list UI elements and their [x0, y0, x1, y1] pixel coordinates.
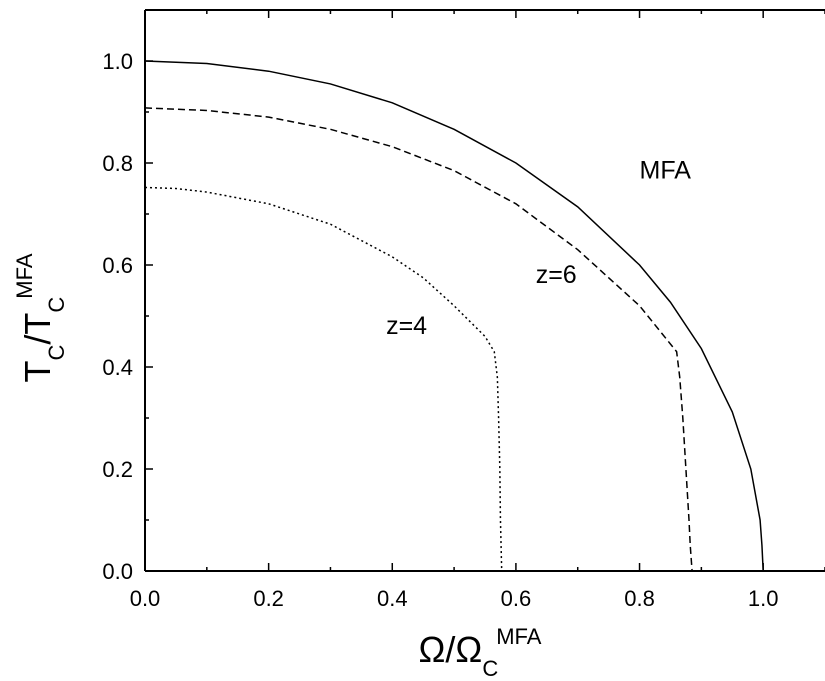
y-axis-title-sep: /T [17, 313, 58, 345]
x-tick-label: 0.2 [253, 586, 284, 611]
x-axis-title-sub: C [482, 656, 498, 681]
y-axis-title-sub: C [44, 345, 69, 361]
x-tick-label: 0.8 [624, 586, 655, 611]
y-axis-title-base: T [17, 361, 58, 383]
x-axis-title: Ω/ΩC MFA [419, 624, 542, 681]
y-axis: 0.0 0.2 0.4 0.6 0.8 1.0 [102, 9, 153, 584]
x-tick-label: 0.4 [377, 586, 408, 611]
y-axis-title: TC/TCMFA [12, 253, 69, 382]
y-axis-title-sup: MFA [12, 253, 37, 299]
y-axis-title-sub2: C [44, 297, 69, 313]
curve-label: MFA [640, 156, 692, 184]
y-tick-label: 0.4 [102, 355, 133, 380]
series-group [144, 60, 764, 572]
series-line-z-6 [144, 107, 693, 572]
series-line-z-4 [144, 186, 503, 572]
x-tick-label: 0.6 [501, 586, 532, 611]
x-axis-title-base: Ω/Ω [419, 629, 483, 670]
y-tick-label: 0.0 [102, 559, 133, 584]
y-tick-label: 0.8 [102, 151, 133, 176]
series-line-mfa [144, 60, 764, 572]
y-tick-label: 0.2 [102, 457, 133, 482]
plot-area [144, 9, 825, 572]
curve-label: z=6 [536, 261, 577, 289]
curve-label: z=4 [386, 312, 427, 340]
annotations: MFA z=6 z=4 [386, 156, 691, 340]
y-tick-label: 0.6 [102, 253, 133, 278]
y-tick-label: 1.0 [102, 49, 133, 74]
x-axis: 0.0 0.2 0.4 0.6 0.8 1.0 [130, 10, 825, 611]
x-axis-title-sup: MFA [496, 624, 542, 649]
x-tick-label: 1.0 [748, 586, 779, 611]
x-tick-label: 0.0 [130, 586, 161, 611]
y-axis-title-text: TC/TCMFA [12, 253, 69, 382]
